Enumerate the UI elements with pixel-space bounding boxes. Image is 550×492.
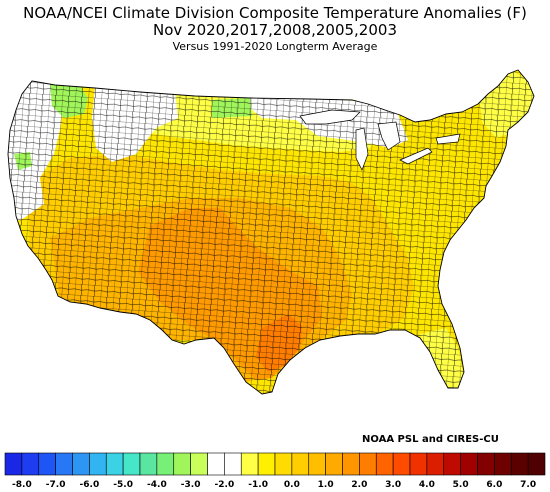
legend-swatch (72, 452, 90, 476)
us-anomaly-map (7, 69, 535, 395)
legend-swatch (257, 452, 276, 476)
legend-swatch (190, 452, 208, 476)
lake-erie (399, 147, 433, 165)
legend-swatch (156, 452, 175, 476)
legend-tick-label: -6.0 (80, 480, 100, 490)
legend-swatch (4, 452, 23, 476)
legend-tick-label: -1.0 (248, 480, 268, 490)
data-credit: NOAA PSL and CIRES-CU (362, 434, 499, 445)
legend-swatch (359, 452, 377, 476)
legend-swatch (224, 452, 242, 476)
map-subtitle-baseline: Versus 1991-2020 Longterm Average (172, 40, 378, 53)
legend-swatch (477, 452, 495, 476)
legend-swatch (342, 452, 360, 476)
lake-ontario (435, 133, 461, 145)
legend-tick-label: -4.0 (147, 480, 167, 490)
legend-tick-label: 2.0 (351, 480, 367, 490)
legend-swatch (308, 452, 326, 476)
legend-swatch (89, 452, 107, 476)
legend-swatch (325, 452, 343, 476)
legend-swatch (274, 452, 293, 476)
legend-swatch (392, 452, 411, 476)
legend-swatch (527, 452, 546, 476)
legend-tick-label: 5.0 (453, 480, 469, 490)
climate-division-borders (8, 70, 534, 394)
legend-swatch (173, 452, 191, 476)
legend-swatch (55, 452, 73, 476)
legend-tick-label: 7.0 (520, 480, 536, 490)
legend-tick-label: -5.0 (113, 480, 133, 490)
legend-swatch (291, 452, 310, 476)
lake-superior (299, 109, 361, 125)
legend-swatch (207, 452, 225, 476)
legend-swatch (510, 452, 529, 476)
map-title: NOAA/NCEI Climate Division Composite Tem… (23, 4, 527, 22)
legend-swatch (443, 452, 461, 476)
legend-tick-label: 0.0 (284, 480, 300, 490)
legend-tick-label: -7.0 (46, 480, 66, 490)
legend-swatch (494, 452, 512, 476)
legend-tick-label: 4.0 (419, 480, 435, 490)
legend-swatch (375, 452, 394, 476)
legend-swatch (38, 452, 56, 476)
legend-tick-label: 6.0 (486, 480, 502, 490)
legend-swatch (240, 452, 259, 476)
legend-tick-label: 1.0 (318, 480, 334, 490)
lake-michigan (355, 127, 369, 171)
legend-swatch (21, 452, 40, 476)
legend-tick-label: -8.0 (12, 480, 32, 490)
legend-swatch (122, 452, 141, 476)
legend-swatch (105, 452, 124, 476)
legend-swatch (426, 452, 445, 476)
legend-swatch (139, 452, 158, 476)
legend-tick-label: -3.0 (181, 480, 201, 490)
legend-tick-label: -2.0 (215, 480, 235, 490)
legend-colorbar: -8.0 -7.0 -6.0 -5.0 -4.0 -3.0 -2.0 -1.0 0.0 1.0 2.… (4, 452, 546, 490)
legend-swatch (460, 452, 478, 476)
legend-swatch (409, 452, 428, 476)
lake-huron (377, 121, 401, 151)
map-subtitle-years: Nov 2020,2017,2008,2005,2003 (153, 21, 397, 39)
legend-tick-label: 3.0 (385, 480, 401, 490)
